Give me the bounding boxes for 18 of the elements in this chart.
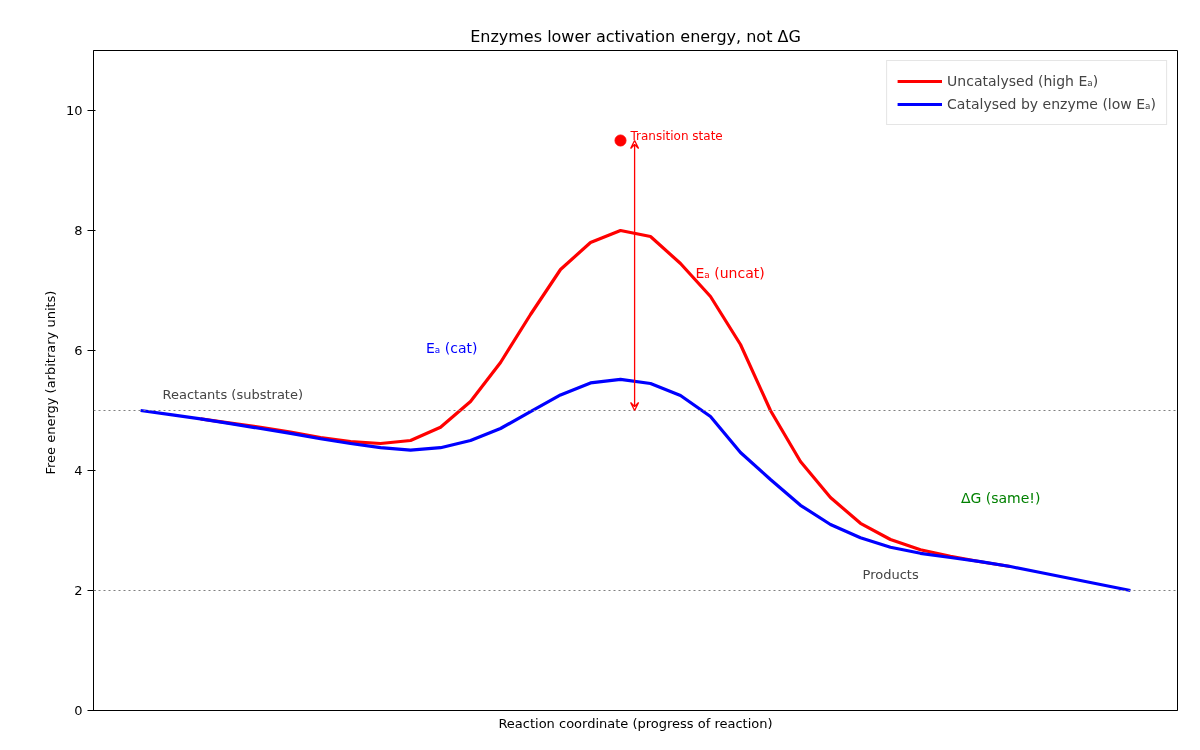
- x-axis-title: Reaction coordinate (progress of reaction): [498, 715, 773, 731]
- line-series: [138, 377, 1133, 593]
- annotation: Eₐ (uncat): [695, 264, 765, 281]
- y-tick-label: 8: [74, 223, 83, 238]
- y-tick-label: 0: [74, 703, 83, 718]
- y-tick-label: 4: [74, 463, 83, 478]
- y-tick-label: 10: [65, 103, 83, 118]
- chart-title: Enzymes lower activation energy, not ΔG: [470, 26, 801, 46]
- ref-line-label: Products: [862, 566, 919, 582]
- ref-line-label: Reactants (substrate): [162, 386, 304, 402]
- y-tick-label: 6: [74, 343, 83, 358]
- annotation: Eₐ (cat): [425, 339, 478, 356]
- y-axis-title: Free energy (arbitrary units): [42, 290, 58, 475]
- y-tick-label: 2: [74, 583, 83, 598]
- legend-label: Catalysed by enzyme (low Eₐ): [947, 96, 1156, 112]
- legend-label: Uncatalysed (high Eₐ): [947, 73, 1099, 89]
- annotation: ΔG (same!): [960, 489, 1041, 506]
- series-label: Transition state: [629, 128, 723, 143]
